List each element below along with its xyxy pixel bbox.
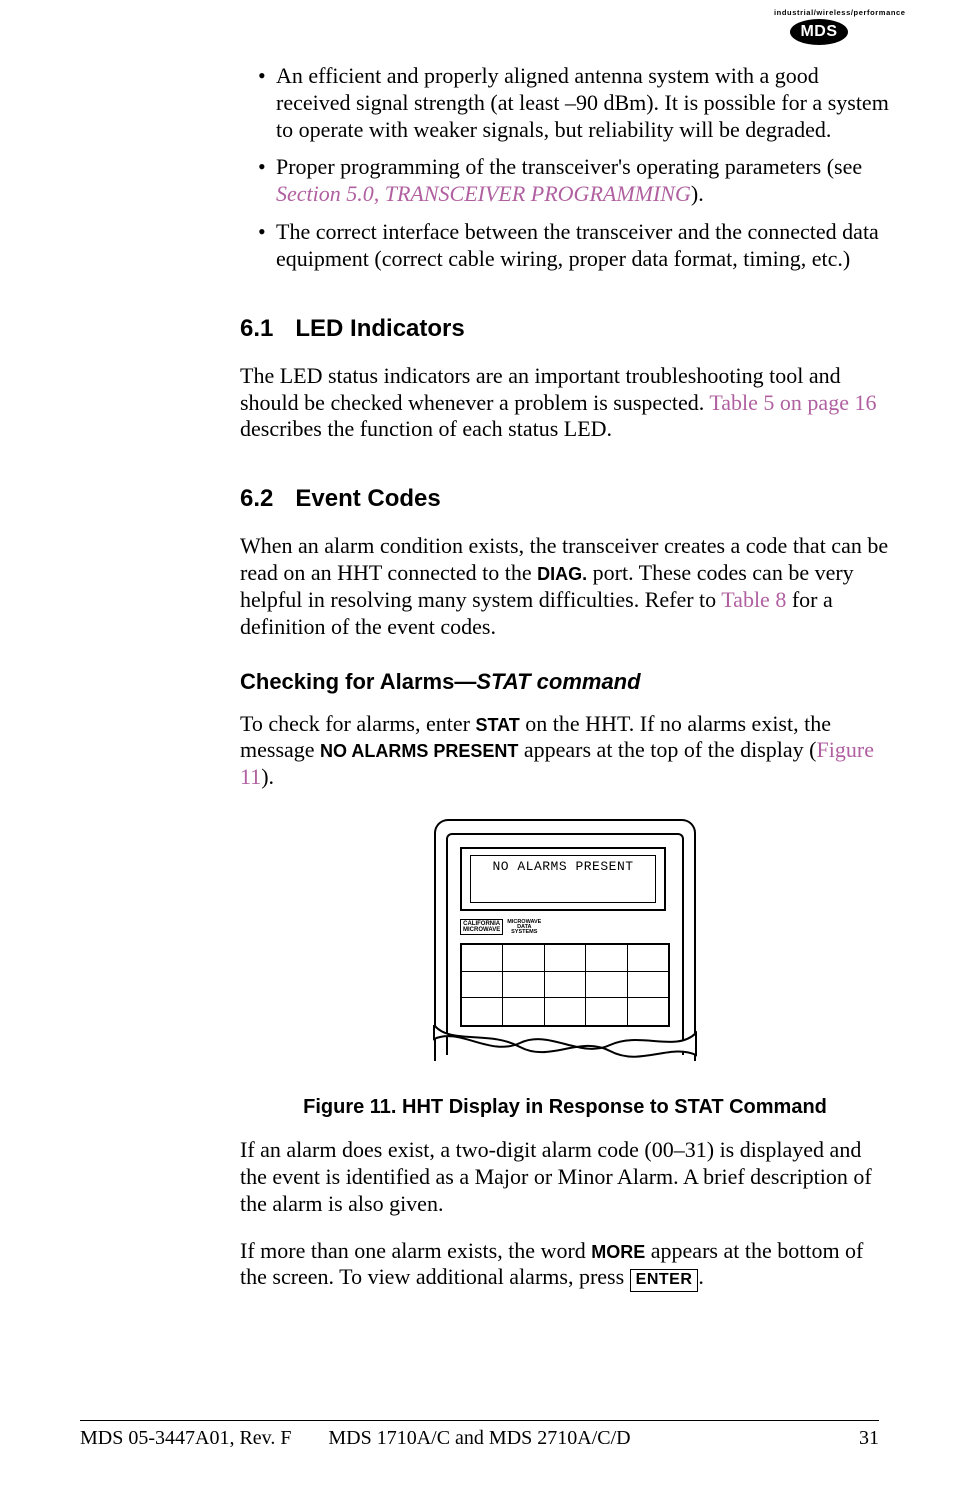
hht-badge: CALIFORNIA MICROWAVE <box>460 919 503 935</box>
page-footer: MDS 1710A/C and MDS 2710A/C/D MDS 05-344… <box>80 1420 879 1450</box>
body-paragraph: When an alarm condition exists, the tran… <box>240 533 890 640</box>
bullet-item: An efficient and properly aligned antenn… <box>240 63 890 143</box>
page: industrial/wireless/performance MDS An e… <box>0 0 979 1492</box>
body-paragraph: If an alarm does exist, a two-digit alar… <box>240 1137 890 1217</box>
figure-11: NO ALARMS PRESENT CALIFORNIA MICROWAVE M… <box>240 819 890 1074</box>
figure-caption: Figure 11. HHT Display in Response to ST… <box>240 1096 890 1119</box>
code-label: DIAG. <box>537 564 587 584</box>
enter-key-icon: ENTER <box>630 1269 699 1292</box>
hht-device-icon: NO ALARMS PRESENT CALIFORNIA MICROWAVE M… <box>434 819 696 1069</box>
hht-screen-text: NO ALARMS PRESENT <box>470 855 656 903</box>
cross-reference: Table 5 on page 16 <box>709 390 876 415</box>
logo-oval-icon: MDS <box>790 19 848 45</box>
torn-edge-icon <box>430 1025 702 1075</box>
section-title: Event Codes <box>295 485 440 512</box>
hht-inner-panel: NO ALARMS PRESENT CALIFORNIA MICROWAVE M… <box>446 833 684 1055</box>
body-text: If more than one alarm exists, the word <box>240 1238 591 1263</box>
section-title: LED Indicators <box>295 315 464 342</box>
cross-reference: Table 8 <box>721 587 786 612</box>
cross-reference: Section 5.0, TRANSCEIVER PROGRAMMING <box>276 181 691 206</box>
body-paragraph: If more than one alarm exists, the word … <box>240 1238 890 1293</box>
subhead-command: STAT command <box>476 669 640 694</box>
footer-center: MDS 1710A/C and MDS 2710A/C/D <box>80 1427 879 1450</box>
hht-badge-row: CALIFORNIA MICROWAVE MICROWAVE DATA SYST… <box>460 919 666 935</box>
bullet-text: The correct interface between the transc… <box>276 219 879 271</box>
bullet-item: Proper programming of the transceiver's … <box>240 154 890 208</box>
hht-badge-text: MICROWAVE DATA SYSTEMS <box>507 920 541 935</box>
body-text: ). <box>261 764 274 789</box>
brand-logo: industrial/wireless/performance MDS <box>774 8 864 45</box>
body-text: appears at the top of the display ( <box>518 737 816 762</box>
subhead-prefix: Checking for Alarms— <box>240 669 476 694</box>
section-heading-6-2: 6.2 Event Codes <box>240 485 890 513</box>
body-text: To check for alarms, enter <box>240 711 475 736</box>
bullet-text: ). <box>691 181 704 206</box>
subsection-heading: Checking for Alarms—STAT command <box>240 669 890 695</box>
section-number: 6.2 <box>240 485 273 513</box>
logo-tagline: industrial/wireless/performance <box>774 8 864 17</box>
code-label: NO ALARMS PRESENT <box>320 741 518 761</box>
hht-keypad <box>460 943 670 1027</box>
section-heading-6-1: 6.1 LED Indicators <box>240 315 890 343</box>
bullet-list: An efficient and properly aligned antenn… <box>240 63 890 273</box>
badge-line: SYSTEMS <box>507 930 541 935</box>
bullet-text: Proper programming of the transceiver's … <box>276 154 862 179</box>
body-paragraph: To check for alarms, enter STAT on the H… <box>240 711 890 791</box>
badge-line: MICROWAVE <box>463 927 500 933</box>
code-label: MORE <box>591 1242 645 1262</box>
logo-mark: MDS <box>800 23 837 41</box>
hht-screen: NO ALARMS PRESENT <box>460 847 666 911</box>
code-label: STAT <box>475 715 519 735</box>
body-paragraph: The LED status indicators are an importa… <box>240 363 890 443</box>
bullet-item: The correct interface between the transc… <box>240 219 890 273</box>
bullet-text: An efficient and properly aligned antenn… <box>276 63 889 142</box>
section-number: 6.1 <box>240 315 273 343</box>
body-text: describes the function of each status LE… <box>240 416 612 441</box>
main-content: An efficient and properly aligned antenn… <box>240 63 890 1312</box>
body-text: . <box>698 1264 704 1289</box>
